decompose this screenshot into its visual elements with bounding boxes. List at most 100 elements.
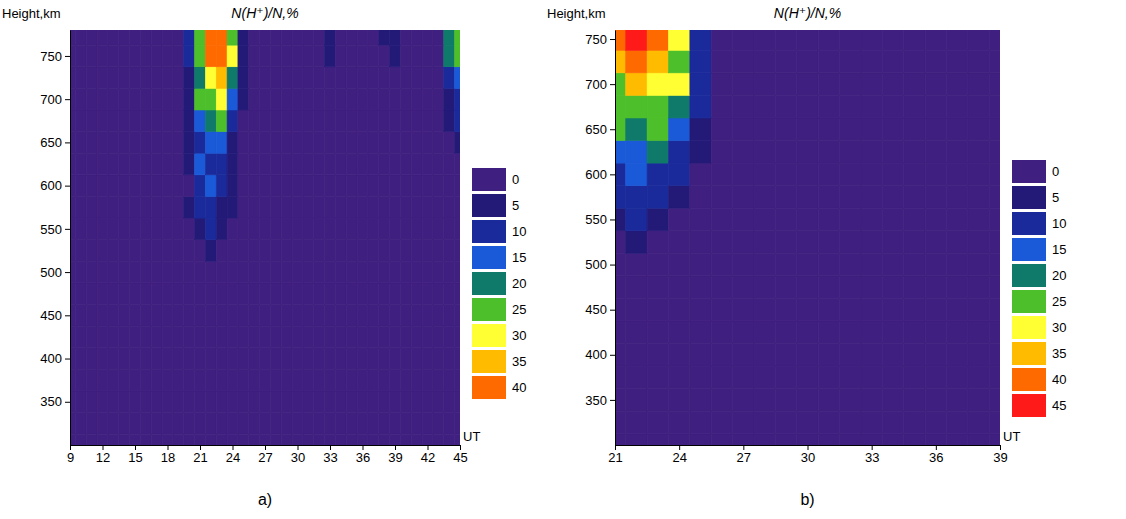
x-tick: 36 <box>929 445 943 465</box>
heatmap-cell <box>140 196 151 218</box>
heatmap-cell <box>216 45 227 67</box>
color-bar-swatch <box>1012 290 1046 313</box>
heatmap-cell <box>840 231 861 254</box>
heatmap-cell <box>626 50 647 73</box>
heatmap-cell <box>325 261 336 283</box>
color-bar-label: 45 <box>1052 398 1066 413</box>
heatmap-cell <box>379 175 390 197</box>
heatmap-cell <box>346 413 357 435</box>
heatmap-cell <box>882 231 903 254</box>
heatmap-cell <box>861 253 882 276</box>
heatmap-cell <box>238 305 249 327</box>
heatmap-cell <box>238 110 249 132</box>
heatmap-cell <box>400 240 411 262</box>
heatmap-cell <box>130 326 141 348</box>
heatmap-cell <box>227 391 238 413</box>
heatmap-cell <box>925 411 946 434</box>
x-tick-label: 24 <box>226 450 240 465</box>
heatmap-cell <box>775 208 796 231</box>
heatmap-cell <box>690 231 711 254</box>
heatmap-cell <box>205 132 216 154</box>
heatmap-cell <box>925 163 946 186</box>
heatmap-cell <box>130 67 141 89</box>
heatmap-cell <box>357 434 368 445</box>
x-tick-label: 39 <box>388 450 402 465</box>
heatmap-cell <box>260 391 271 413</box>
heatmap-cell <box>130 132 141 154</box>
heatmap-cell <box>797 30 818 50</box>
heatmap-cell <box>249 218 260 240</box>
heatmap-cell <box>947 344 968 367</box>
heatmap-cell <box>325 67 336 89</box>
heatmap-cell <box>97 434 108 445</box>
heatmap-cell <box>140 45 151 67</box>
heatmap-cell <box>947 95 968 118</box>
heatmap-cell <box>205 434 216 445</box>
heatmap-cell <box>205 67 216 89</box>
heatmap-cell <box>379 261 390 283</box>
heatmap-cell <box>444 369 455 391</box>
color-bar-label: 25 <box>1052 294 1066 309</box>
heatmap-cell <box>281 348 292 370</box>
heatmap-cell <box>668 411 689 434</box>
heatmap-cell <box>400 348 411 370</box>
y-tick: 700 <box>40 92 70 107</box>
heatmap-cell <box>75 326 86 348</box>
heatmap-cell <box>840 30 861 50</box>
heatmap-cell <box>626 186 647 209</box>
heatmap-cell <box>455 153 460 175</box>
heatmap-cell <box>325 132 336 154</box>
heatmap-cell <box>882 389 903 412</box>
heatmap-cell <box>346 326 357 348</box>
heatmap-cell <box>249 196 260 218</box>
x-tick: 21 <box>608 445 622 465</box>
heatmap-cell <box>325 218 336 240</box>
heatmap-cell <box>97 132 108 154</box>
heatmap-cell <box>119 348 130 370</box>
color-bar-label: 35 <box>512 354 526 369</box>
heatmap-cell <box>422 305 433 327</box>
heatmap-cell <box>444 240 455 262</box>
heatmap-cell <box>368 283 379 305</box>
heatmap-cell <box>818 231 839 254</box>
heatmap-cell <box>173 261 184 283</box>
heatmap-cell <box>444 88 455 110</box>
heatmap-cell <box>840 434 861 445</box>
heatmap-cell <box>411 240 422 262</box>
heatmap-cell <box>195 305 206 327</box>
heatmap-cell <box>379 413 390 435</box>
color-bar-swatch <box>472 324 506 347</box>
heatmap-cell <box>130 369 141 391</box>
heatmap-cell <box>968 163 989 186</box>
heatmap-cell <box>325 413 336 435</box>
heatmap-cell <box>925 231 946 254</box>
heatmap-cell <box>775 231 796 254</box>
heatmap-cell <box>411 196 422 218</box>
heatmap-cell <box>216 413 227 435</box>
heatmap-cell <box>400 283 411 305</box>
heatmap-cell <box>140 240 151 262</box>
heatmap-cell <box>925 73 946 96</box>
heatmap-cell <box>444 413 455 435</box>
y-tick-label: 550 <box>585 212 607 227</box>
y-tick: 700 <box>585 77 615 92</box>
heatmap-cell <box>989 434 1000 445</box>
heatmap-cell <box>195 283 206 305</box>
heatmap-cell <box>314 261 325 283</box>
heatmap-cell <box>925 118 946 141</box>
heatmap-cell <box>357 261 368 283</box>
heatmap-cell <box>840 95 861 118</box>
heatmap-cell <box>711 50 732 73</box>
heatmap-cell <box>140 153 151 175</box>
heatmap-cell <box>882 141 903 164</box>
heatmap-cell <box>455 326 460 348</box>
heatmap-cell <box>861 231 882 254</box>
heatmap-cell <box>86 305 97 327</box>
heatmap-cell <box>260 30 271 45</box>
y-tick: 650 <box>40 135 70 150</box>
heatmap-cell <box>422 413 433 435</box>
heatmap-cell <box>151 67 162 89</box>
heatmap-cell <box>205 88 216 110</box>
heatmap-cell <box>75 348 86 370</box>
heatmap-cell <box>882 186 903 209</box>
